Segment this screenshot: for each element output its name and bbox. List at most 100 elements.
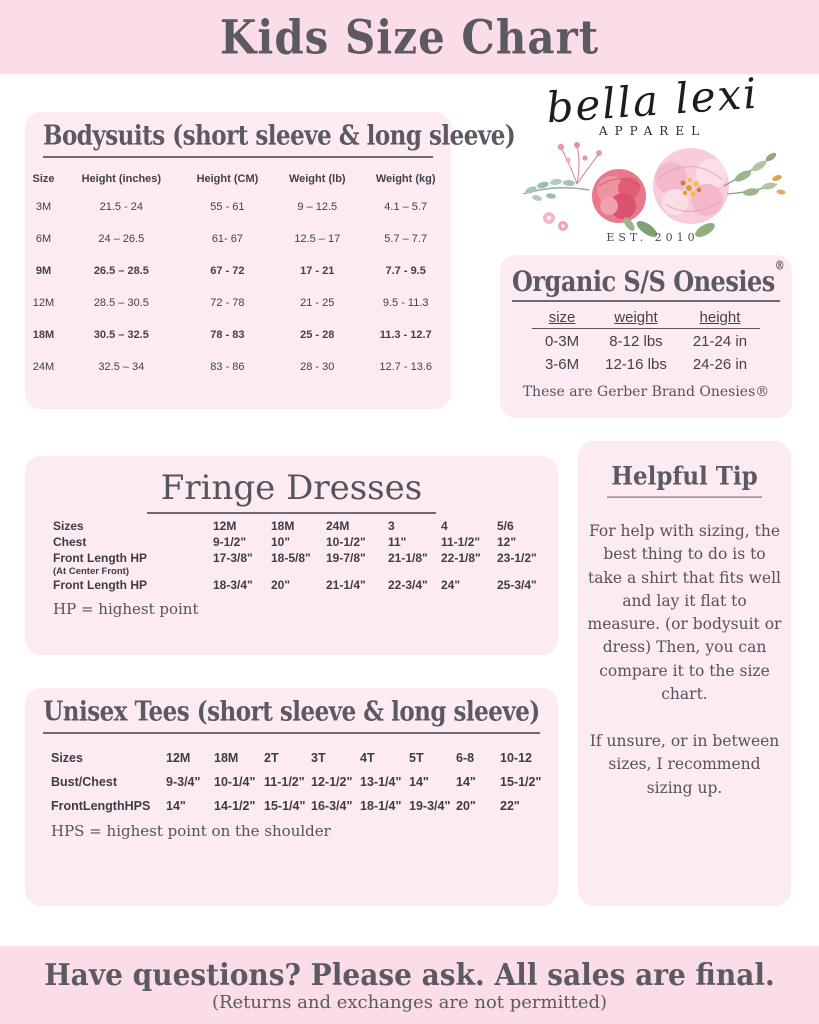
bodysuits-cell: 25 - 28	[300, 329, 335, 341]
fringe-note: HP = highest point	[53, 600, 199, 618]
onesies-row: 3-6M 12-16 lbs 24-26 in	[532, 352, 760, 375]
bodysuits-cell: 7.7 - 9.5	[385, 265, 426, 277]
onesies-row: 0-3M 8-12 lbs 21-24 in	[532, 329, 760, 353]
bodysuits-column-header: Size	[32, 173, 55, 185]
tees-cell: 12-1/2"	[311, 775, 353, 789]
helpful-tip-panel: Helpful Tip For help with sizing, the be…	[578, 441, 791, 906]
bodysuits-column-header: Weight (lb)	[288, 173, 346, 185]
fringe-cell	[213, 566, 271, 577]
tees-row-label: Sizes	[51, 751, 83, 765]
tees-cell: 14"	[456, 775, 476, 789]
tees-row: Bust/Chest 9-3/4" 10-1/4" 11-1/2" 12-1/2" 13-…	[51, 770, 550, 794]
fringe-row-label: Chest	[53, 535, 87, 549]
tees-cell: 15-1/2"	[500, 775, 542, 789]
page-title: Kids Size Chart	[219, 9, 600, 65]
fringe-cell: 20"	[271, 578, 291, 592]
onesies-cell: 24-26 in	[692, 356, 748, 373]
bottom-banner: Have questions? Please ask. All sales ar…	[0, 946, 819, 1024]
tees-cell: 6-8	[456, 751, 475, 765]
fringe-cell: 25-3/4"	[497, 578, 537, 592]
tees-cell: 10-12	[500, 751, 532, 765]
tees-row: Sizes 12M 18M 2T 3T 4T 5T 6-8 10-12	[51, 746, 550, 770]
onesies-heading: Organic S/S Onesies®	[512, 260, 785, 302]
bodysuits-table: Size Height (inches) Height (CM) Weight (lb…	[25, 164, 451, 383]
tees-cell: 2T	[264, 751, 279, 765]
bodysuits-cell: 6M	[35, 233, 52, 245]
fringe-cell: 18M	[271, 519, 295, 533]
footer-line-2: (Returns and exchanges are not permitted…	[211, 991, 608, 1013]
fringe-cell	[497, 566, 545, 577]
bodysuits-panel: Bodysuits (short sleeve & long sleeve) S…	[25, 112, 516, 409]
tees-cell: 11-1/2"	[264, 775, 305, 789]
fringe-row-label: Front Length HP	[53, 578, 147, 592]
fringe-cell: 23-1/2"	[497, 551, 537, 565]
fringe-cell: 12M	[213, 519, 237, 533]
bodysuits-row: 18M 30.5 – 32.5 78 - 83 25 - 28 11.3 - 12.7	[25, 319, 451, 351]
onesies-cell: 12-16 lbs	[605, 356, 667, 373]
bodysuits-cell: 9.5 - 11.3	[382, 297, 429, 309]
fringe-cell: 10-1/2"	[326, 535, 366, 549]
bodysuits-column-header: Height (CM)	[196, 173, 259, 185]
bodysuits-cell: 26.5 – 28.5	[93, 265, 149, 277]
fringe-table: Sizes 12M 18M 24M 3 4 5/6 Chest 9-1/2" 10" 10-1/2"…	[53, 518, 545, 593]
bodysuits-row: 6M 24 – 26.5 61- 67 12.5 – 17 5.7 – 7.7	[25, 223, 451, 255]
fringe-cell: 3	[388, 519, 395, 533]
fringe-cell	[441, 566, 497, 577]
tees-cell: 3T	[311, 751, 326, 765]
bodysuits-row: 9M 26.5 – 28.5 67 - 72 17 - 21 7.7 - 9.5	[25, 255, 451, 287]
fringe-cell	[388, 566, 441, 577]
bodysuits-cell: 30.5 – 32.5	[93, 329, 149, 341]
onesies-cell: 21-24 in	[692, 333, 748, 350]
fringe-cell: 11"	[388, 535, 407, 549]
fringe-cell: 21-1/4"	[326, 578, 366, 592]
fringe-row: Front Length HP 18-3/4" 20" 21-1/4" 22-3/4" 2…	[53, 577, 545, 593]
tees-title: Unisex Tees (short sleeve & long sleeve)	[43, 695, 540, 728]
bodysuits-cell: 55 - 61	[210, 201, 245, 213]
tees-panel: Unisex Tees (short sleeve & long sleeve)…	[25, 688, 558, 906]
tees-cell: 22"	[500, 799, 520, 813]
tees-cell: 14"	[409, 775, 429, 789]
fringe-cell: 24M	[326, 519, 350, 533]
fringe-cell: 18-5/8"	[271, 551, 311, 565]
tees-table: Sizes 12M 18M 2T 3T 4T 5T 6-8 10-12 Bust/Chest 9-3…	[51, 746, 550, 818]
bodysuits-cell: 78 - 83	[210, 329, 245, 341]
fringe-row: (At Center Front)	[53, 566, 545, 577]
tees-cell: 13-1/4"	[360, 775, 402, 789]
onesies-column-header: weight	[614, 309, 658, 326]
bodysuits-row: 3M 21.5 - 24 55 - 61 9 – 12.5 4.1 – 5.7	[25, 191, 451, 223]
tees-cell: 20"	[456, 799, 476, 813]
onesies-cell: 3-6M	[544, 356, 580, 373]
brand-logo: bella lexi APPAREL	[505, 69, 800, 255]
onesies-table: size weight height 0-3M 8-12 lbs 21-24 in 3-6…	[531, 308, 761, 375]
tees-cell: 9-3/4"	[166, 775, 201, 789]
fringe-cell: 9-1/2"	[213, 535, 247, 549]
onesies-column-header: size	[548, 309, 576, 326]
tip-title: Helpful Tip	[607, 461, 762, 498]
onesies-note: These are Gerber Brand Onesies®	[522, 384, 770, 400]
fringe-row: Sizes 12M 18M 24M 3 4 5/6	[53, 518, 545, 534]
tees-cell: 18M	[214, 751, 239, 765]
fringe-heading: Fringe Dresses	[25, 468, 558, 514]
fringe-cell: 4	[441, 519, 448, 533]
watercolor-flowers-icon	[522, 142, 786, 238]
fringe-cell: 18-3/4"	[213, 578, 253, 592]
fringe-row: Chest 9-1/2" 10" 10-1/2" 11" 11-1/2" 12"	[53, 534, 545, 550]
tees-cell: 19-3/4"	[409, 799, 451, 813]
fringe-cell: 22-3/4"	[388, 578, 428, 592]
tees-cell: 15-1/4"	[264, 799, 306, 813]
bodysuits-row: 24M 32.5 – 34 83 - 86 28 - 30 12.7 - 13.6	[25, 351, 451, 383]
fringe-cell	[326, 566, 388, 577]
bodysuits-cell: 28.5 – 30.5	[93, 297, 149, 309]
onesies-cell: 8-12 lbs	[609, 333, 663, 350]
fringe-cell: 22-1/8"	[441, 551, 481, 565]
bodysuits-title: Bodysuits (short sleeve & long sleeve)	[43, 119, 516, 152]
bodysuits-cell: 21.5 - 24	[99, 201, 144, 213]
bodysuits-cell: 21 - 25	[300, 297, 335, 309]
fringe-title: Fringe Dresses	[146, 468, 437, 514]
fringe-cell: 17-3/8"	[213, 551, 253, 565]
bodysuits-cell: 12.5 – 17	[294, 233, 341, 245]
flower-illustration	[505, 134, 800, 243]
bodysuits-cell: 11.3 - 12.7	[379, 329, 432, 341]
fringe-row: Front Length HP 17-3/8" 18-5/8" 19-7/8" 21-1…	[53, 550, 545, 566]
fringe-cell	[271, 566, 326, 577]
